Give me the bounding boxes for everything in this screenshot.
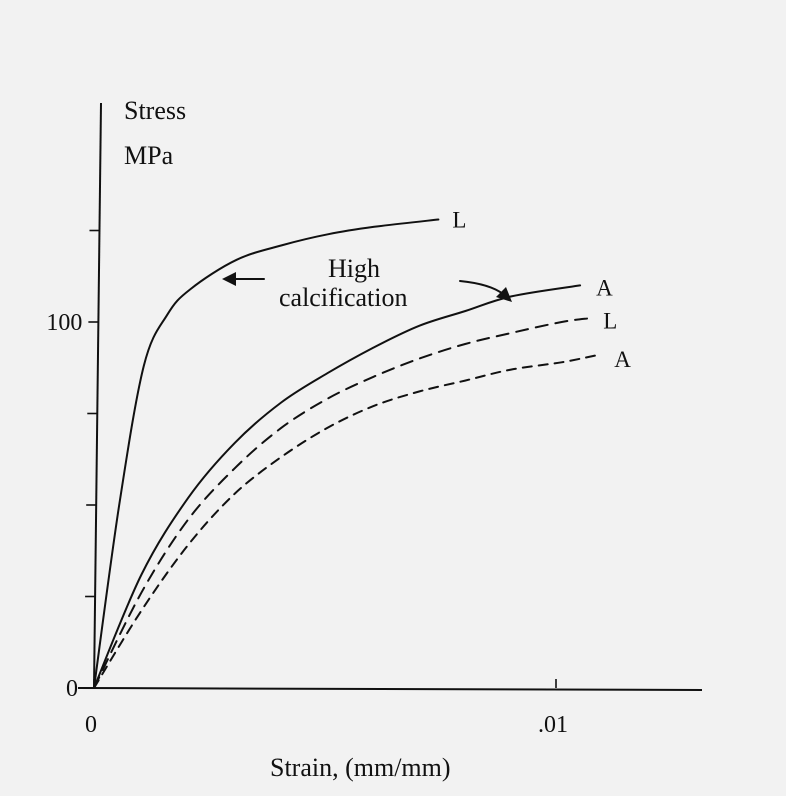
curves <box>93 218 600 689</box>
tick-labels: 0 100 0 .01 <box>46 310 568 738</box>
annotation-arrow-right-head <box>496 287 512 302</box>
series-line-1 <box>93 218 440 689</box>
series-line-3 <box>93 317 591 689</box>
series-label-3: L <box>603 308 617 333</box>
series-line-2 <box>93 284 582 689</box>
series-label-2: A <box>596 275 613 300</box>
annotation-arrow-left-head <box>222 272 236 286</box>
annotation-arrow-right-shaft <box>459 280 504 295</box>
x-tick-label: 0 <box>85 712 97 738</box>
axes <box>77 102 703 691</box>
x-axis-label: Strain, (mm/mm) <box>270 753 451 782</box>
annotation-line-2: calcification <box>279 283 407 312</box>
y-tick-label: 100 <box>46 310 82 336</box>
x-axis <box>77 687 703 691</box>
annotation-line-1: High <box>328 254 380 283</box>
y-axis <box>93 102 102 689</box>
annotation-arrows <box>222 272 512 302</box>
series-label-4: A <box>614 347 631 372</box>
series-label-1: L <box>452 208 466 233</box>
y-axis-label-line-2: MPa <box>124 141 174 170</box>
x-tick-label: .01 <box>538 712 568 738</box>
y-tick-label: 0 <box>66 676 78 702</box>
y-axis-label-line-1: Stress <box>124 96 186 125</box>
series-line-4 <box>93 353 600 689</box>
